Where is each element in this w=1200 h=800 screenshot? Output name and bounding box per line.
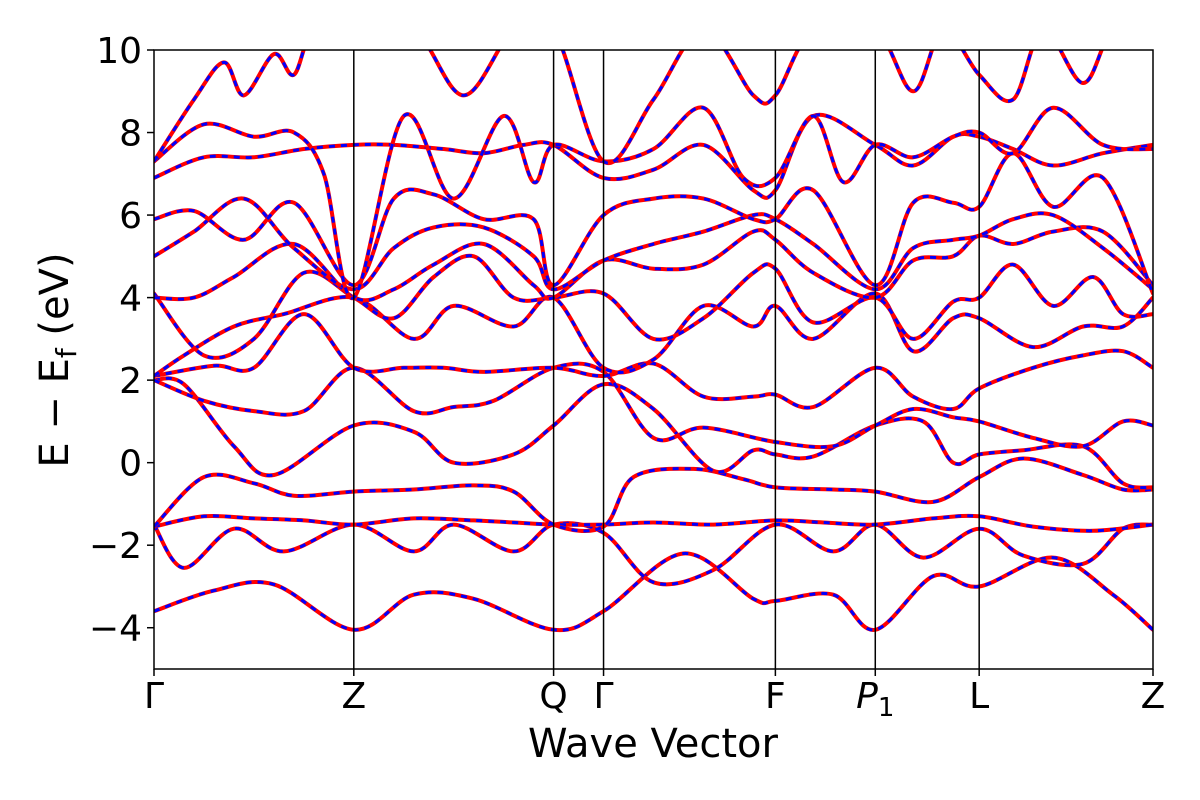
y-tick-label: 0 xyxy=(119,444,142,485)
band-4-dashed-line xyxy=(154,456,1153,533)
x-tick-label-4: Γ xyxy=(594,676,614,717)
y-tick-label: 4 xyxy=(119,279,142,320)
y-axis-title-sub: f xyxy=(50,347,83,358)
band-13-solid-line xyxy=(154,112,1153,200)
band-7-dashed-line xyxy=(154,312,1153,411)
band-15-dashed-line xyxy=(154,50,1104,165)
band-14-dashed-line xyxy=(154,106,1153,300)
x-axis-title: Wave Vector xyxy=(528,721,779,767)
x-tick-label-5: F xyxy=(765,676,786,717)
band-11-dashed-line xyxy=(154,197,1153,291)
high-symmetry-lines xyxy=(353,50,980,669)
band-1-solid-line xyxy=(154,551,1153,633)
x-tick-label-2: Z xyxy=(341,676,366,717)
y-axis-title-unit: (eV) xyxy=(32,252,78,348)
x-tick-label-3: Q xyxy=(539,676,567,717)
band-lines xyxy=(154,50,1153,633)
x-tick-label-1: Γ xyxy=(144,676,164,717)
y-tick-label: 8 xyxy=(119,114,142,155)
band-2-dashed-line xyxy=(154,521,1153,586)
y-tick-label: −2 xyxy=(89,526,142,567)
y-axis: −4 −2 0 2 4 6 8 10 xyxy=(89,31,154,650)
x-axis: Γ Z Q Γ F P1 L Z xyxy=(144,669,1165,723)
x-tick-label-6: P1 xyxy=(856,676,894,723)
y-axis-title: E − Ef (eV) xyxy=(32,252,83,467)
band-1-dashed-line xyxy=(154,551,1153,632)
x-tick-label-7: L xyxy=(969,676,989,717)
band-10-solid-line xyxy=(154,225,1153,303)
band-10-dashed-line xyxy=(154,225,1153,302)
y-tick-label: 10 xyxy=(96,31,142,72)
y-tick-label: 2 xyxy=(119,361,142,402)
band-3-solid-line xyxy=(154,513,1153,533)
band-5-dashed-line xyxy=(154,376,1153,490)
plot-frame xyxy=(153,49,1154,670)
band-12-dashed-line xyxy=(154,151,1153,295)
y-axis-title-main: E − E xyxy=(32,358,78,468)
band-13-dashed-line xyxy=(154,113,1153,200)
band-9-dashed-line xyxy=(154,254,1153,360)
y-tick-label: 6 xyxy=(119,196,142,237)
y-tick-label: −4 xyxy=(89,609,142,650)
band-8-dashed-line xyxy=(154,292,1153,378)
band-6-dashed-line xyxy=(154,362,1153,449)
x-tick-label-8: Z xyxy=(1141,676,1166,717)
